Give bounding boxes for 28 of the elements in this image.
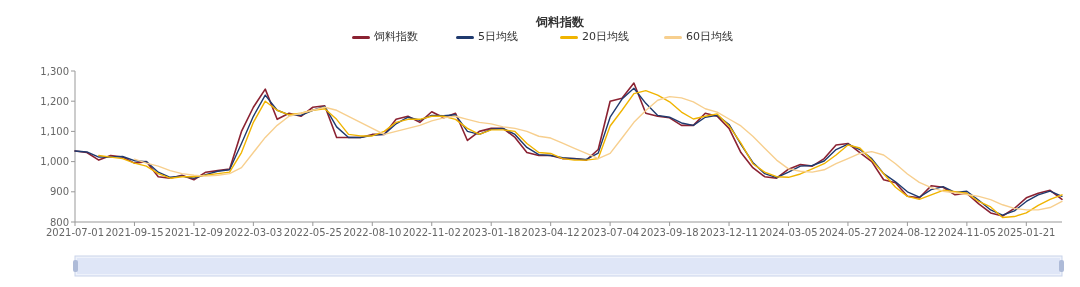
x-tick-label: 2023-12-11 <box>699 227 759 238</box>
x-tick-label: 2021-07-01 <box>45 227 105 238</box>
x-tick-label: 2024-11-05 <box>937 227 996 238</box>
x-tick-label: 2024-03-05 <box>759 227 818 238</box>
legend-label: 60日均线 <box>686 30 733 43</box>
chart-title: 饲料指数 <box>535 15 585 29</box>
x-tick-label: 2021-12-09 <box>164 227 223 238</box>
legend-label: 饲料指数 <box>373 30 418 43</box>
x-tick-label: 2022-05-25 <box>283 227 342 238</box>
legend-label: 20日均线 <box>582 30 629 43</box>
x-tick-label: 2023-01-18 <box>462 227 521 238</box>
x-tick-label: 2022-03-03 <box>224 227 283 238</box>
x-tick-label: 2021-09-15 <box>105 227 164 238</box>
legend-label: 5日均线 <box>478 30 518 43</box>
x-tick-label: 2025-01-21 <box>997 227 1056 238</box>
y-tick-label: 1,200 <box>40 95 69 107</box>
x-tick-label: 2024-05-27 <box>818 227 878 238</box>
y-tick-label: 800 <box>49 216 69 228</box>
x-tick-label: 2022-08-10 <box>343 227 402 238</box>
y-tick-label: 900 <box>49 186 69 198</box>
x-tick-label: 2022-11-02 <box>402 227 461 238</box>
x-tick-label: 2023-04-12 <box>521 227 580 238</box>
y-tick-label: 1,300 <box>40 65 69 77</box>
y-tick-label: 1,100 <box>40 125 69 137</box>
x-tick-label: 2023-07-04 <box>581 227 640 238</box>
y-tick-label: 1,000 <box>40 156 69 168</box>
x-tick-label: 2024-08-12 <box>878 227 937 238</box>
x-tick-label: 2023-09-18 <box>640 227 699 238</box>
